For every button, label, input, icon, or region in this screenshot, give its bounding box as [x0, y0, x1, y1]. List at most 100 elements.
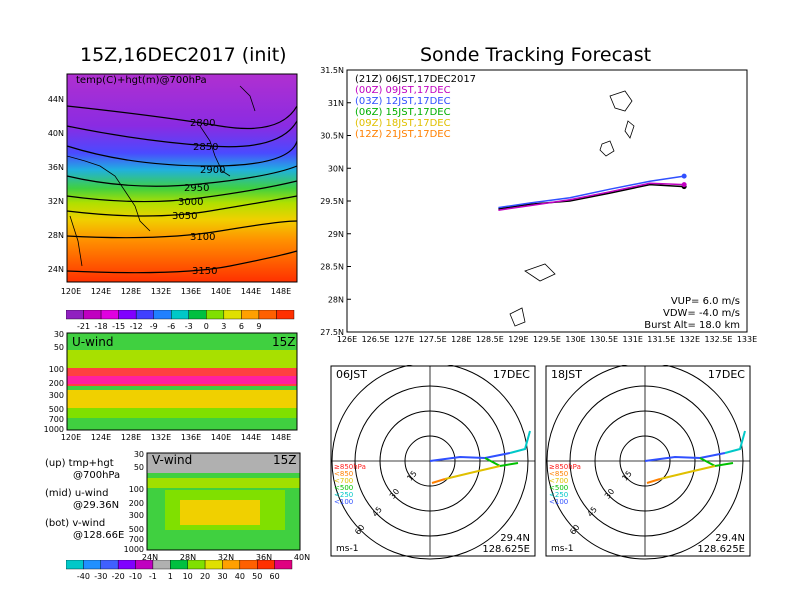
lon-tick: 144E — [241, 287, 261, 296]
contour-label: 2850 — [193, 142, 218, 153]
lat-tick: 32N — [48, 197, 64, 206]
colorbar-box — [222, 560, 241, 570]
lon-tick: 120E — [61, 287, 81, 296]
map-label: temp(C)+hgt(m)@700hPa — [76, 75, 207, 86]
lon-tick: 136E — [181, 433, 201, 440]
lat-tick: 32N — [218, 553, 234, 560]
legend-note-line2: @29.36N — [73, 500, 120, 511]
legend-note: (bot) v-wind @128.66E — [45, 518, 124, 542]
polar-date: 17DEC — [708, 368, 745, 381]
level-legend-item: <700 — [334, 477, 353, 485]
colorbar-box — [274, 560, 293, 570]
lon-tick: 131.5E — [647, 335, 675, 344]
colorbar-label: -12 — [130, 322, 143, 331]
lon-tick: 127.5E — [419, 335, 447, 344]
legend-notes: (up) tmp+hgt @700hPa (mid) u-wind @29.36N (b… — [45, 458, 124, 548]
legend-note-line1: (bot) v-wind — [45, 518, 106, 529]
lat-tick: 28.5N — [320, 263, 344, 272]
track-legend-item: (12Z) 21JST,17DEC — [355, 129, 451, 140]
track-legend-item: (00Z) 09JST,17DEC — [355, 85, 451, 96]
track-line — [498, 175, 685, 209]
lat-tick: 27.5N — [320, 328, 344, 337]
colorbar-label: -18 — [95, 322, 108, 331]
lon-tick: 130.5E — [590, 335, 618, 344]
lon-tick: 128E — [121, 433, 141, 440]
lon-tick: 132.5E — [704, 335, 732, 344]
lon-tick: 148E — [271, 433, 291, 440]
level-legend-item: <250 — [334, 491, 353, 499]
lon-tick: 126E — [337, 335, 357, 344]
vup-text: VUP= 6.0 m/s — [671, 296, 740, 307]
lon-tick: 126.5E — [362, 335, 390, 344]
contour-label: 2800 — [190, 118, 215, 129]
level-legend-item: <700 — [549, 477, 568, 485]
lon-tick: 128E — [451, 335, 471, 344]
contour-label: 3000 — [178, 197, 203, 208]
level-legend-item: <100 — [549, 498, 568, 506]
colorbar-box — [153, 310, 172, 320]
pressure-tick: 300 — [49, 391, 64, 400]
colorbar-label: 3 — [221, 322, 226, 331]
polar-lat: 29.4N — [715, 533, 745, 544]
colorbar-top: -21 -18 -15 -12 -9 -6 -3 0 3 6 9 — [66, 310, 295, 331]
pressure-tick: 1000 — [124, 545, 144, 554]
legend-note-line1: (mid) u-wind — [45, 488, 109, 499]
lon-tick: 120E — [61, 433, 81, 440]
wind-trace-700 — [659, 465, 716, 480]
polar-time: 06JST — [336, 368, 367, 381]
pressure-tick: 500 — [129, 525, 144, 534]
lat-tick: 29.5N — [320, 197, 344, 206]
track-legend-item: (06Z) 15JST,17DEC — [355, 107, 451, 118]
lat-tick: 24N — [142, 553, 158, 560]
pressure-tick: 300 — [129, 511, 144, 520]
colorbar-box — [83, 560, 101, 570]
wind-trace-250 — [509, 430, 531, 454]
uwind-time: 15Z — [272, 335, 296, 349]
pressure-tick: 1000 — [44, 425, 64, 434]
colorbar-box — [100, 310, 119, 320]
lon-tick: 132E — [151, 287, 171, 296]
track-endpoint — [681, 182, 687, 188]
map-frame — [66, 73, 298, 283]
colorbar-label: -40 — [77, 572, 90, 581]
colorbar-label: 50 — [252, 572, 262, 581]
polar-unit: ms-1 — [336, 544, 358, 554]
track-line — [498, 182, 685, 211]
lon-tick: 124E — [91, 433, 111, 440]
colorbar-box — [258, 310, 277, 320]
lon-tick: 128E — [121, 287, 141, 296]
lon-tick: 133E — [737, 335, 757, 344]
level-legend-item: ≥850hPa — [334, 463, 366, 471]
contour-label: 2900 — [200, 165, 225, 176]
colorbar-box — [257, 560, 275, 570]
vwind-label: V-wind — [152, 453, 192, 467]
lon-tick: 129E — [508, 335, 528, 344]
polar-lon: 128.625E — [697, 544, 745, 555]
pressure-tick: 50 — [134, 463, 144, 472]
coastline — [66, 85, 256, 267]
pressure-tick: 50 — [54, 343, 64, 352]
lat-tick: 28N — [48, 231, 64, 240]
legend-note-line2: @700hPa — [73, 470, 121, 481]
lat-tick: 28N — [328, 295, 344, 304]
wind-trace-upper — [644, 452, 726, 462]
lon-tick: 144E — [241, 433, 261, 440]
legend-note-line1: (up) tmp+hgt — [45, 458, 114, 469]
pressure-tick: 100 — [49, 365, 64, 374]
colorbar-label: 40 — [235, 572, 245, 581]
legend-note-line2: @128.66E — [73, 530, 125, 541]
vdw-text: VDW= -4.0 m/s — [663, 308, 740, 319]
colorbar-label: 10 — [183, 572, 193, 581]
wind-trace-700 — [444, 465, 501, 480]
legend-note: (mid) u-wind @29.36N — [45, 488, 124, 512]
lon-tick: 140E — [211, 287, 231, 296]
colorbar-box — [170, 560, 188, 570]
pressure-tick: 30 — [134, 450, 144, 459]
colorbar-box — [171, 310, 189, 320]
colorbar-box — [188, 310, 207, 320]
colorbar-label: -21 — [77, 322, 90, 331]
